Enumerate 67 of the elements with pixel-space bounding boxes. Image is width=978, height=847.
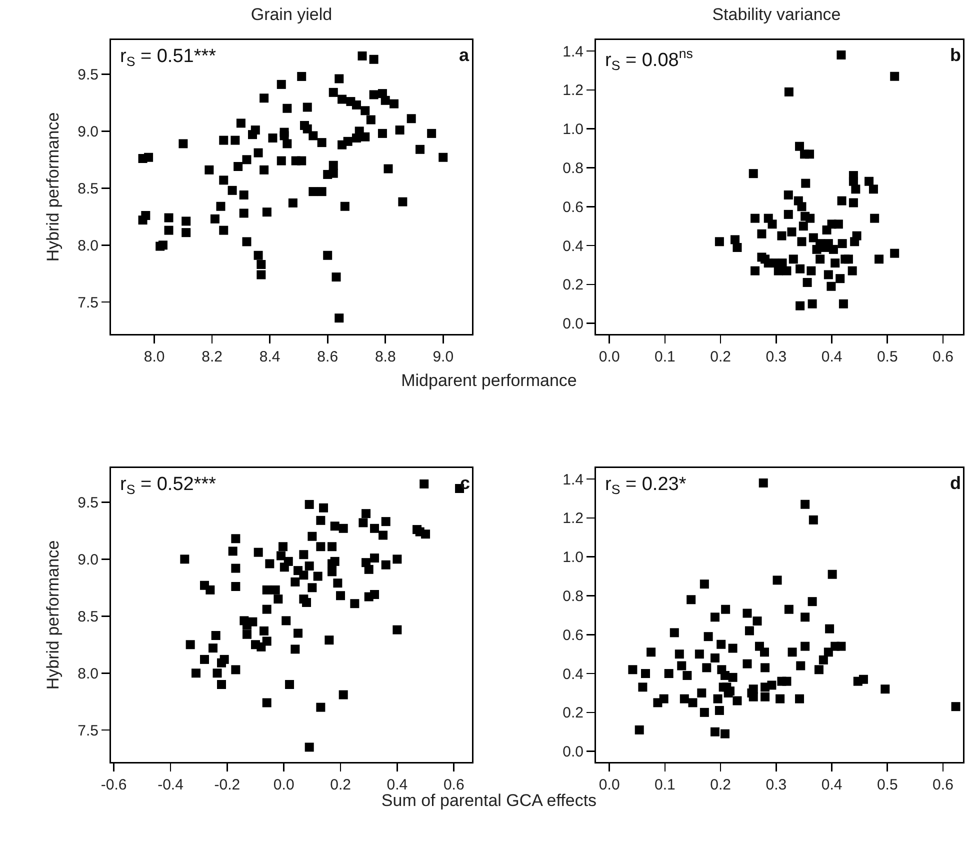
x-tick-label: 0.3 <box>766 348 787 366</box>
annotation: a <box>459 45 470 65</box>
y-tick-label: 1.2 <box>562 510 584 528</box>
x-tick-label: 0.5 <box>876 776 898 794</box>
x-tick-label: 0.6 <box>932 348 954 366</box>
x-tick-label: -0.2 <box>214 776 240 794</box>
chart-title: Grain yield <box>250 4 332 24</box>
chart-title: Stability variance <box>712 4 841 24</box>
x-tick-label: 8.4 <box>259 348 280 366</box>
y-tick-label: 0.4 <box>562 238 584 255</box>
annotation: r$_{S}$ = 0.23* <box>605 474 687 497</box>
x-tick-label: 0.3 <box>766 776 787 794</box>
y-tick-label: 8.5 <box>78 180 98 198</box>
x-tick-label: 9.0 <box>432 348 454 366</box>
x-tick-label: 0.6 <box>443 776 464 794</box>
x-tick-label: 0.6 <box>932 776 954 794</box>
x-tick-label: 0.4 <box>821 776 842 794</box>
y-tick-label: 0.2 <box>562 704 584 722</box>
y-tick-label: 0.6 <box>562 198 584 216</box>
x-tick-label: -0.6 <box>100 776 127 794</box>
y-tick-label: 0.2 <box>562 276 584 294</box>
annotation: b <box>950 45 961 65</box>
annotation: r$_{S}$ = 0.51*** <box>120 46 217 69</box>
annotation: r$_{S}$ = 0.08$^{ns}$ <box>605 46 694 73</box>
y-tick-label: 8.0 <box>78 665 98 682</box>
y-tick-label: 1.0 <box>562 549 584 566</box>
annotation: r$_{S}$ = 0.52*** <box>120 474 217 497</box>
x-tick-label: 0.5 <box>876 348 898 366</box>
annotation: d <box>950 473 961 493</box>
x-tick-label: 0.0 <box>598 776 620 794</box>
x-axis-title: Midparent performance <box>400 371 578 391</box>
y-tick-label: 7.5 <box>78 722 98 740</box>
x-tick-label: 0.1 <box>654 776 676 794</box>
y-tick-label: 9.5 <box>78 66 98 84</box>
x-tick-label: 8.6 <box>317 348 338 366</box>
x-tick-label: 8.0 <box>144 348 165 366</box>
y-tick-label: 1.4 <box>562 471 584 488</box>
annotation: c <box>460 473 470 493</box>
y-tick-label: 7.5 <box>78 294 98 312</box>
x-tick-label: 0.2 <box>710 348 731 366</box>
x-tick-label: 0.0 <box>273 776 294 794</box>
x-tick-label: 8.8 <box>374 348 396 366</box>
y-tick-label: 0.4 <box>562 666 584 683</box>
y-tick-label: 9.0 <box>78 551 98 568</box>
y-tick-label: 0.8 <box>562 160 584 177</box>
y-tick-label: 0.8 <box>562 588 584 605</box>
y-axis-title: Hybrid performance <box>43 112 62 262</box>
y-tick-label: 9.5 <box>78 494 98 512</box>
x-tick-label: 0.2 <box>330 776 351 794</box>
x-tick-label: 0.4 <box>821 348 842 366</box>
y-tick-label: 0.6 <box>562 626 584 644</box>
x-tick-label: 0.4 <box>386 776 408 794</box>
y-tick-label: 9.0 <box>78 123 98 140</box>
y-tick-label: 8.5 <box>78 608 98 626</box>
y-tick-label: 0.0 <box>562 744 584 761</box>
x-tick-label: 0.1 <box>654 348 676 366</box>
y-tick-label: 0.0 <box>562 316 584 333</box>
y-tick-label: 8.0 <box>78 237 98 254</box>
x-tick-label: 0.2 <box>710 776 731 794</box>
y-tick-label: 1.0 <box>562 121 584 138</box>
x-tick-label: -0.4 <box>158 776 184 794</box>
y-axis-title: Hybrid performance <box>43 540 62 690</box>
x-tick-label: 8.2 <box>202 348 223 366</box>
y-tick-label: 1.2 <box>562 82 584 100</box>
x-axis-title: Sum of parental GCA effects <box>381 791 597 810</box>
x-tick-label: 0.0 <box>598 348 620 366</box>
y-tick-label: 1.4 <box>562 43 584 60</box>
